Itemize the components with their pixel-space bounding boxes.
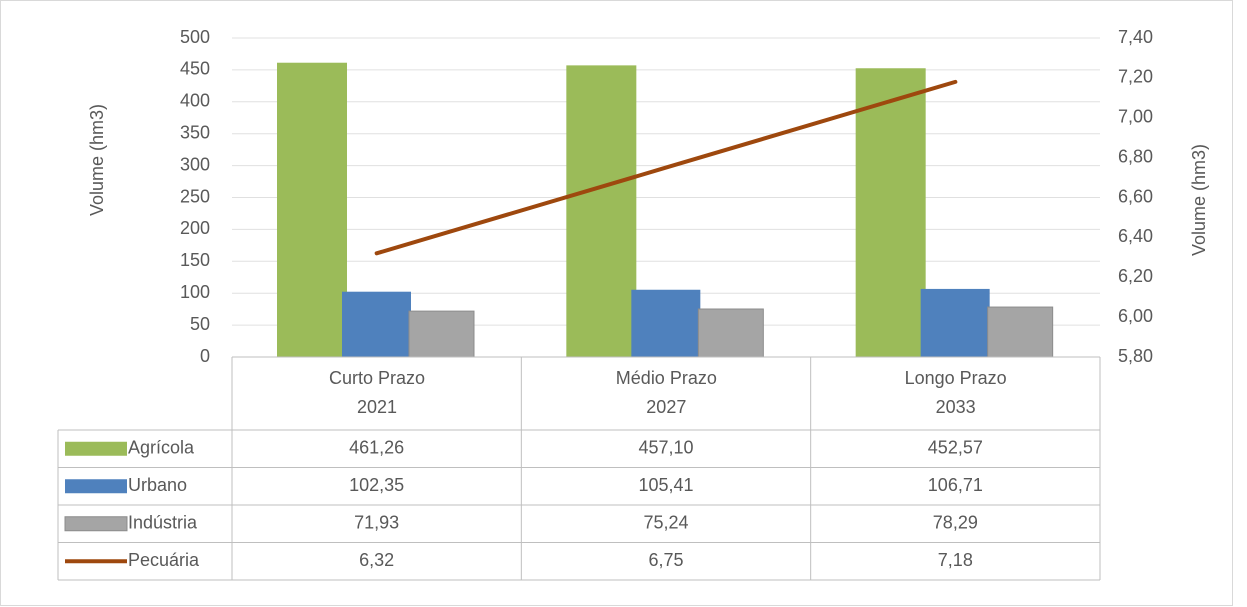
- bar: [342, 291, 411, 357]
- y-tick-label: 300: [180, 154, 210, 174]
- bar: [566, 65, 637, 357]
- table-value: 71,93: [354, 513, 399, 533]
- table-value: 6,32: [359, 550, 394, 570]
- bar: [631, 289, 701, 357]
- y2-tick-label: 7,00: [1118, 107, 1153, 127]
- y-tick-label: 250: [180, 186, 210, 206]
- bar: [855, 68, 926, 357]
- bar: [408, 310, 475, 358]
- bar: [277, 62, 347, 357]
- y2-axis-title: Volume (hm3): [1189, 144, 1209, 256]
- legend-label: Urbano: [128, 475, 187, 495]
- legend-label: Pecuária: [128, 550, 200, 570]
- y2-tick-label: 6,40: [1118, 226, 1153, 246]
- x-tick-label: Curto Prazo 2021: [328, 368, 426, 417]
- table-value: 102,35: [349, 475, 404, 495]
- table-value: 461,26: [349, 438, 404, 458]
- y2-tick-label: 6,20: [1118, 266, 1153, 286]
- x-tick-label: Médio Prazo 2027: [615, 368, 717, 417]
- y-axis-title: Volume (hm3): [87, 104, 107, 216]
- y-tick-label: 350: [180, 122, 210, 142]
- legend-key: [65, 479, 127, 494]
- table-value: 6,75: [648, 550, 683, 570]
- y-tick-label: 500: [180, 27, 210, 47]
- y-tick-label: 150: [180, 250, 210, 270]
- table-value: 7,18: [938, 550, 973, 570]
- legend-key: [64, 516, 128, 532]
- table-value: 452,57: [928, 438, 983, 458]
- bar: [987, 306, 1054, 358]
- y-tick-label: 50: [190, 314, 210, 334]
- y2-tick-label: 6,80: [1118, 146, 1153, 166]
- line-series: [374, 79, 958, 256]
- legend-label: Agrícola: [128, 438, 195, 458]
- bar: [920, 288, 990, 357]
- y2-tick-label: 6,00: [1118, 306, 1153, 326]
- legend-key: [65, 441, 127, 456]
- table-value: 105,41: [638, 475, 693, 495]
- table-value: 457,10: [638, 438, 693, 458]
- y2-tick-label: 7,20: [1118, 67, 1153, 87]
- x-tick-label: Longo Prazo 2033: [904, 368, 1007, 417]
- table-value: 75,24: [643, 513, 688, 533]
- y-tick-label: 400: [180, 91, 210, 111]
- y-tick-label: 200: [180, 218, 210, 238]
- y2-tick-label: 7,40: [1118, 27, 1153, 47]
- y2-tick-label: 5,80: [1118, 346, 1153, 366]
- y-tick-label: 100: [180, 282, 210, 302]
- y-tick-label: 0: [200, 346, 210, 366]
- table-value: 78,29: [933, 513, 978, 533]
- table-value: 106,71: [928, 475, 983, 495]
- bar: [697, 308, 764, 358]
- y-tick-label: 450: [180, 59, 210, 79]
- legend-label: Indústria: [128, 513, 198, 533]
- y2-tick-label: 6,60: [1118, 186, 1153, 206]
